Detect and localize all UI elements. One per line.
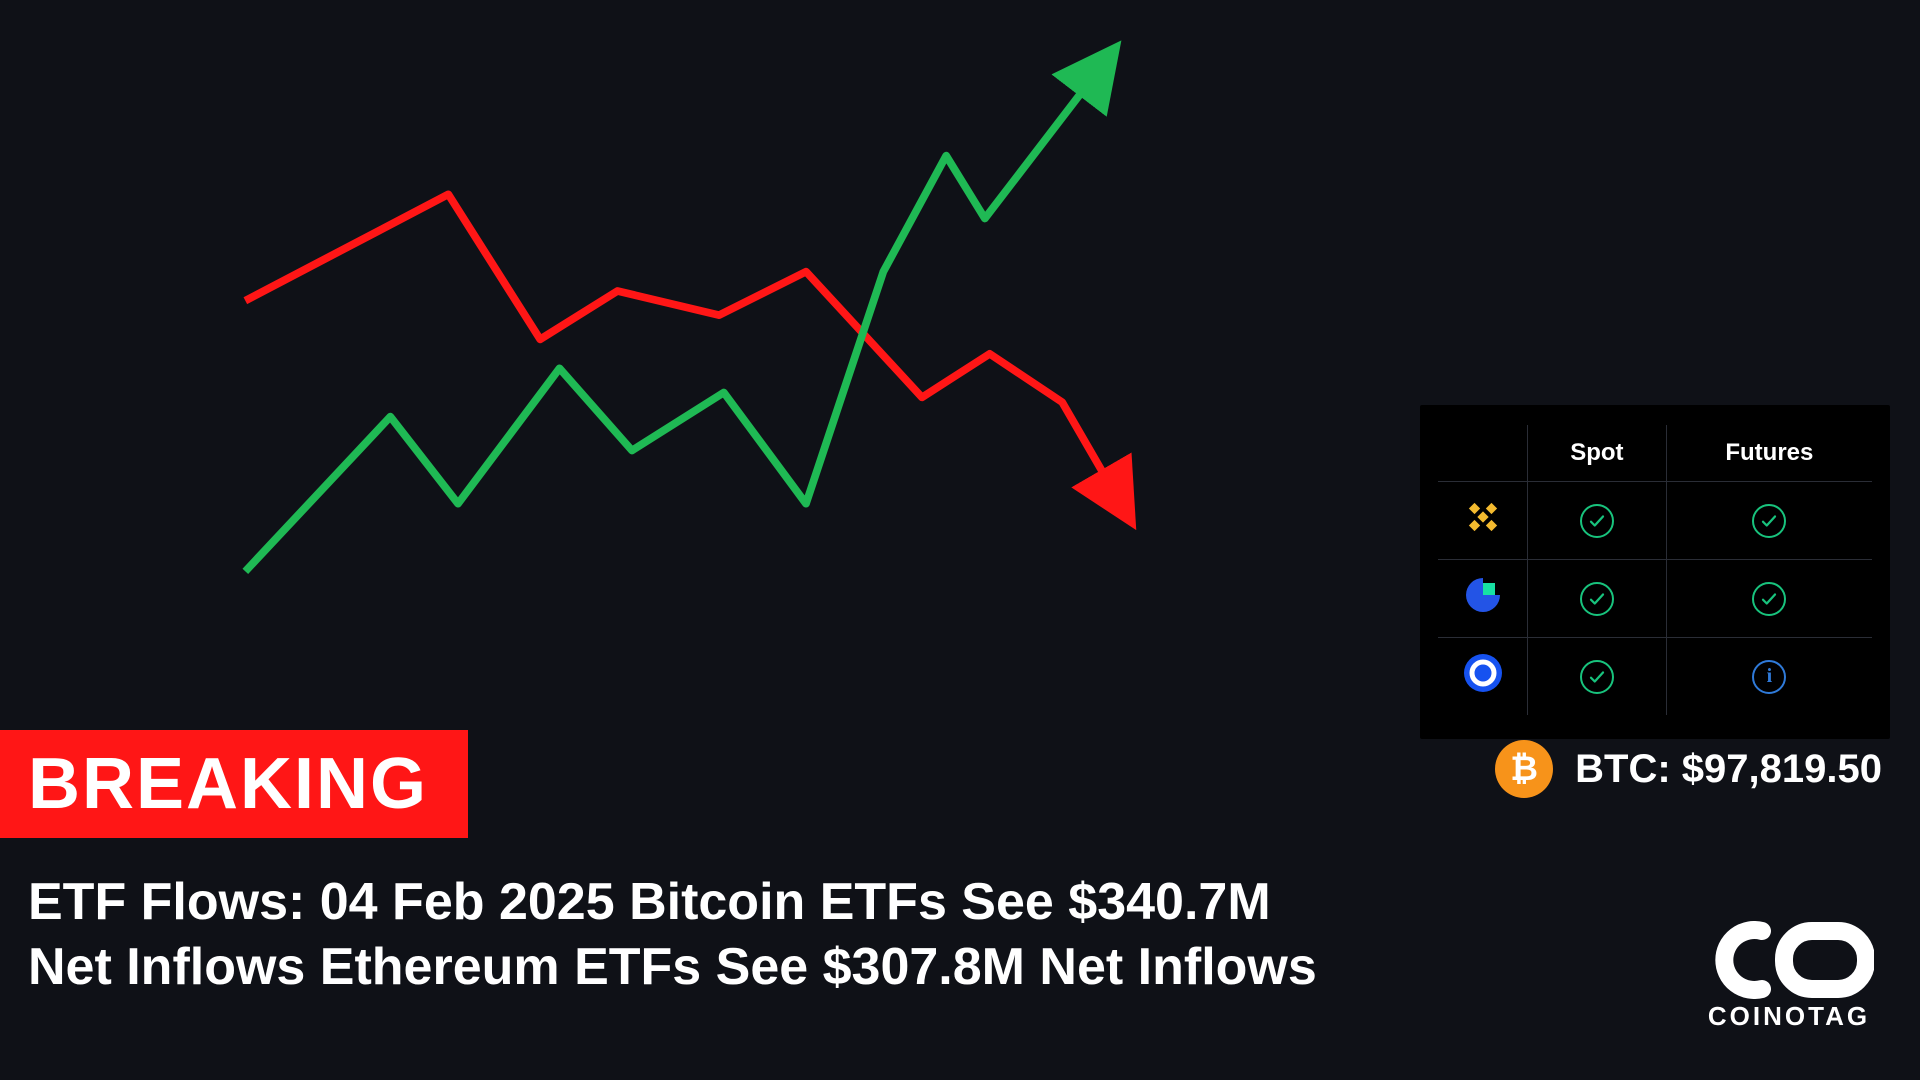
exchange-cell (1438, 638, 1528, 715)
exchange-panel: Spot Futures i (1420, 405, 1890, 739)
futures-cell: i (1667, 638, 1872, 715)
col-futures: Futures (1667, 425, 1872, 482)
binance-icon (1462, 496, 1504, 538)
brand-mark (1704, 921, 1874, 999)
check-icon (1580, 504, 1614, 538)
check-icon (1580, 660, 1614, 694)
table-row (1438, 560, 1872, 638)
gate-icon (1462, 574, 1504, 616)
trend-chart (160, 30, 1220, 610)
check-icon (1580, 582, 1614, 616)
exchange-table: Spot Futures i (1438, 425, 1872, 715)
exchange-cell (1438, 560, 1528, 638)
futures-cell (1667, 560, 1872, 638)
col-spot: Spot (1528, 425, 1667, 482)
col-exchange (1438, 425, 1528, 482)
btc-price-row: ₿ BTC: $97,819.50 (1495, 740, 1882, 798)
table-row: i (1438, 638, 1872, 715)
check-icon (1752, 582, 1786, 616)
exchange-cell (1438, 482, 1528, 560)
info-icon: i (1752, 660, 1786, 694)
brand-logo: COINOTAG (1704, 921, 1874, 1032)
spot-cell (1528, 560, 1667, 638)
headline-text: ETF Flows: 04 Feb 2025 Bitcoin ETFs See … (28, 870, 1360, 1000)
spot-cell (1528, 638, 1667, 715)
bitcoin-icon: ₿ (1495, 740, 1553, 798)
table-row (1438, 482, 1872, 560)
spot-cell (1528, 482, 1667, 560)
brand-name: COINOTAG (1708, 1001, 1870, 1032)
btc-price-text: BTC: $97,819.50 (1575, 747, 1882, 792)
breaking-badge: BREAKING (0, 730, 468, 838)
check-icon (1752, 504, 1786, 538)
coinbase-icon (1462, 652, 1504, 694)
futures-cell (1667, 482, 1872, 560)
